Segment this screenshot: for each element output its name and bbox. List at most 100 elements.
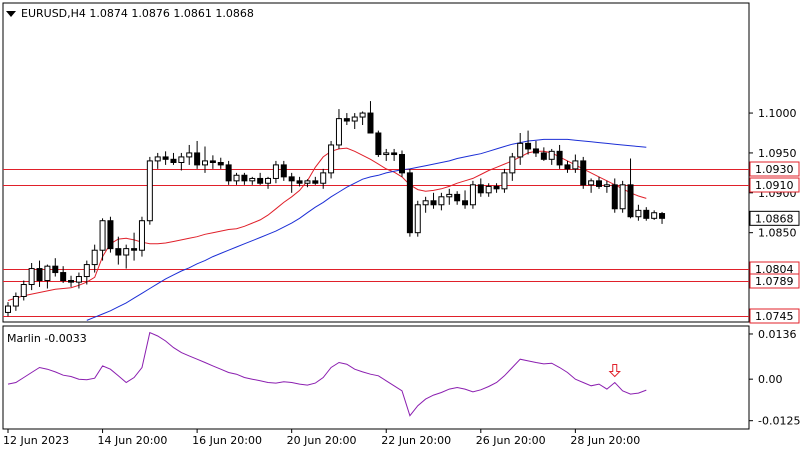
candle-body <box>170 158 177 163</box>
candle-body <box>454 193 461 202</box>
candle-body <box>406 172 413 234</box>
candle-body <box>603 184 610 187</box>
chart-title: EURUSD,H4 1.0874 1.0876 1.0861 1.0868 <box>21 7 254 20</box>
candle-body <box>249 177 256 182</box>
price-tick-label: 1.0950 <box>758 147 797 160</box>
indicator-tick-label: 0.00 <box>758 373 783 386</box>
red-moving-average <box>7 147 647 301</box>
candle-body <box>572 160 579 170</box>
candle-body <box>596 180 602 187</box>
candle-body <box>304 180 311 184</box>
candle-body <box>635 209 642 218</box>
candle-body <box>272 164 279 179</box>
down-arrow-marker-icon <box>608 363 621 378</box>
triangle-down-icon[interactable] <box>6 11 16 17</box>
candle-body <box>509 156 516 174</box>
time-tick-label: 20 Jun 20:00 <box>287 434 357 447</box>
candle-body <box>422 200 429 206</box>
candle-body <box>462 200 469 206</box>
candle-body <box>375 132 382 156</box>
candle-body <box>75 276 82 283</box>
candle-body <box>414 204 421 234</box>
candle-body <box>659 213 666 219</box>
candle-body <box>44 265 51 282</box>
blue-moving-average <box>86 138 647 321</box>
candle-body <box>178 156 185 163</box>
candle-body <box>5 305 11 313</box>
candle-body <box>217 162 224 166</box>
candle-body <box>611 184 618 210</box>
candle-body <box>446 193 453 198</box>
candle-body <box>532 148 539 154</box>
candle-body <box>477 184 484 194</box>
candle-body <box>351 116 358 122</box>
candle-body <box>280 164 287 178</box>
candle-body <box>556 150 563 166</box>
candle-body <box>52 265 59 274</box>
indicator-tick-label: -0.0125 <box>758 415 800 428</box>
candle-body <box>99 220 106 251</box>
candle-body <box>335 118 342 146</box>
candle-body <box>627 184 634 218</box>
candle-body <box>288 176 295 182</box>
candle-body <box>540 152 547 160</box>
candle-body <box>28 268 35 286</box>
candle-body <box>399 154 405 174</box>
level-label: 1.0745 <box>755 310 794 323</box>
candle-body <box>265 177 272 184</box>
candle-body <box>517 142 524 158</box>
candle-body <box>225 164 232 182</box>
candle-body <box>328 144 335 174</box>
candle-body <box>241 174 248 182</box>
time-tick-label: 16 Jun 20:00 <box>192 434 262 447</box>
candle-body <box>564 164 571 170</box>
candle-body <box>643 209 650 219</box>
candle-body <box>115 248 122 256</box>
level-label-box <box>749 177 800 193</box>
level-label-box <box>749 308 800 324</box>
price-tick-label: 1.1000 <box>758 107 797 120</box>
candle-body <box>36 268 43 282</box>
candle-body <box>209 160 216 163</box>
candle-body <box>186 152 193 158</box>
level-label: 1.0930 <box>755 163 794 176</box>
level-label-box <box>749 161 800 177</box>
candle-body <box>131 248 138 251</box>
price-tick-label: 1.0850 <box>758 227 797 240</box>
level-label: 1.0789 <box>755 275 794 288</box>
candle-body <box>146 160 153 222</box>
candle-body <box>548 150 555 160</box>
candle-body <box>83 264 90 278</box>
candle-body <box>493 185 500 190</box>
level-label-box <box>749 273 800 289</box>
candle-body <box>580 160 587 186</box>
candle-body <box>312 180 319 184</box>
level-label: 1.0804 <box>755 263 794 276</box>
candle-body <box>619 184 626 210</box>
candle-body <box>430 200 437 206</box>
candle-body <box>485 185 492 194</box>
candle-body <box>367 112 374 134</box>
candle-body <box>359 112 366 118</box>
candle-body <box>107 220 114 250</box>
candle-body <box>320 172 327 184</box>
candle-body <box>162 156 169 160</box>
candle-body <box>588 180 595 186</box>
candle-body <box>343 118 350 122</box>
indicator-panel-frame <box>2 325 750 430</box>
candle-body <box>501 172 508 190</box>
candle-body <box>138 220 145 251</box>
candle-body <box>68 280 75 283</box>
marlin-line <box>7 331 647 417</box>
candle-body <box>154 156 161 162</box>
time-tick-label: 26 Jun 20:00 <box>476 434 546 447</box>
candle-body <box>651 212 658 219</box>
level-label: 1.0910 <box>755 179 794 192</box>
candle-body <box>525 142 532 150</box>
candle-body <box>391 152 398 156</box>
time-tick-label: 22 Jun 20:00 <box>381 434 451 447</box>
time-tick-label: 28 Jun 20:00 <box>570 434 640 447</box>
candle-body <box>233 174 240 182</box>
